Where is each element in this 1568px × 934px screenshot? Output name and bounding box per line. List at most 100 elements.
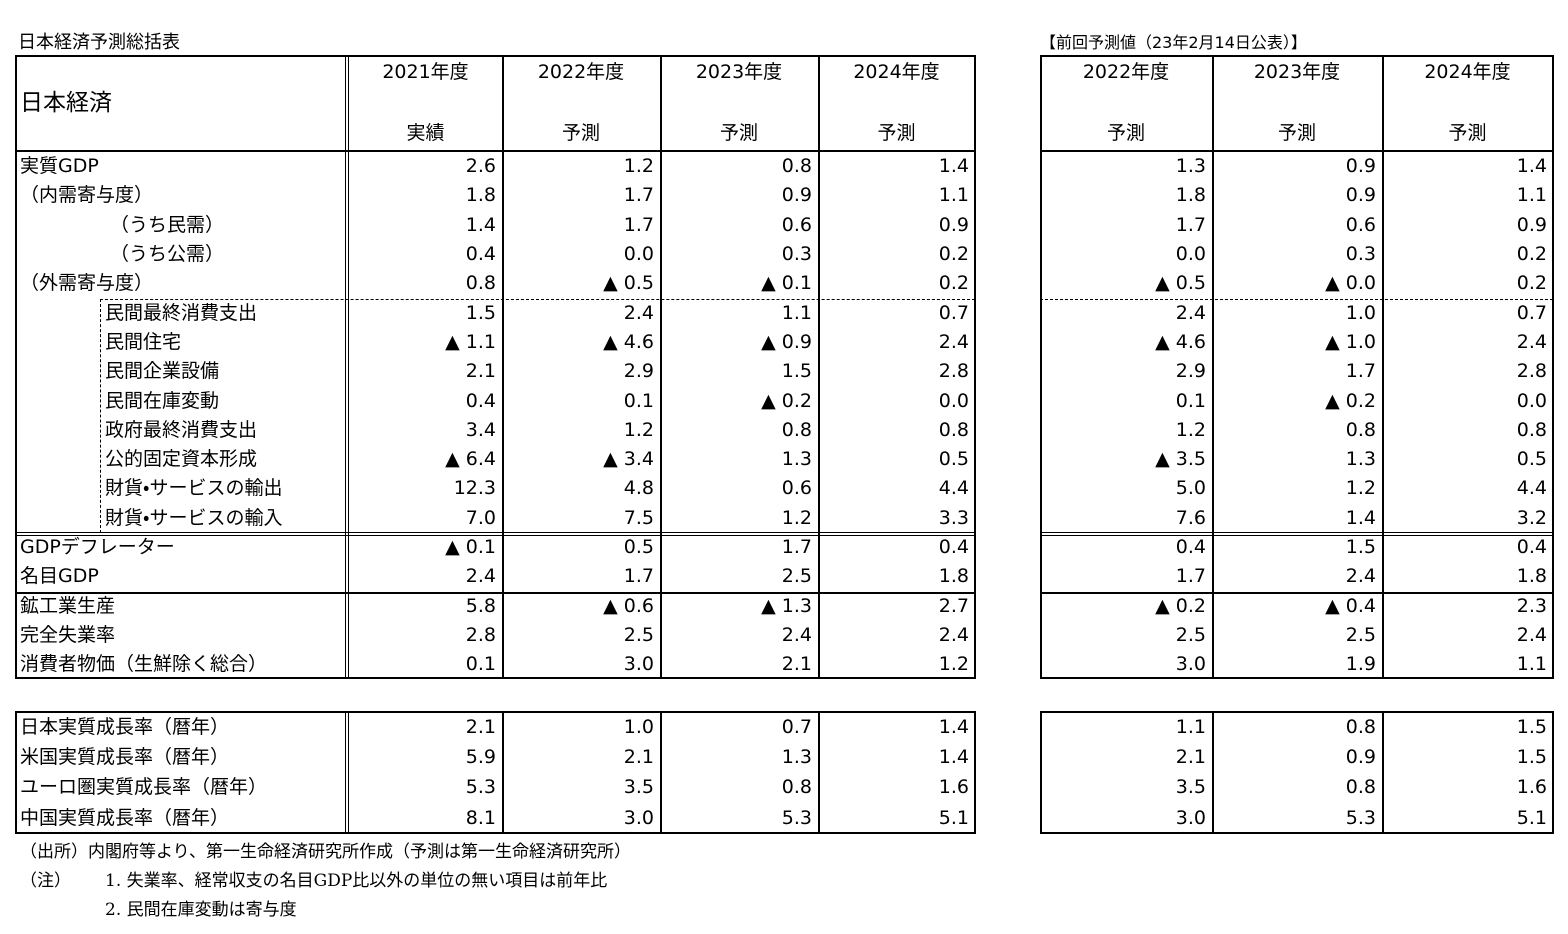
col-rule — [345, 55, 346, 678]
column-kind: 実績 — [406, 122, 445, 144]
cell-value: 5.9 — [465, 745, 496, 768]
cell-value: 0.0 — [1175, 243, 1206, 266]
row-label: 実質GDP — [20, 155, 99, 178]
row-label: 完全失業率 — [20, 623, 116, 646]
row-label: 中国実質成長率（暦年） — [20, 806, 230, 829]
column-year: 2023年度 — [1253, 61, 1341, 83]
main-table-frame — [15, 55, 976, 679]
column-kind: 予測 — [877, 122, 916, 144]
col-rule — [1382, 712, 1384, 833]
cell-value: 0.1 — [1175, 389, 1206, 412]
cell-value: ▲ 0.1 — [761, 272, 812, 295]
cell-value: 2.1 — [465, 360, 496, 383]
col-rule — [345, 712, 346, 833]
cell-value: ▲ 1.1 — [445, 330, 496, 353]
cell-value: 0.8 — [781, 418, 812, 441]
cell-value: 1.2 — [623, 418, 654, 441]
cell-value: 2.8 — [938, 360, 969, 383]
cell-value: ▲ 0.4 — [1325, 594, 1376, 617]
cell-value: 0.0 — [938, 389, 969, 412]
cell-value: 1.8 — [938, 565, 969, 588]
cell-value: 1.7 — [1175, 213, 1206, 236]
cell-value: 1.4 — [938, 715, 969, 738]
row-label: （外需寄与度） — [20, 272, 154, 295]
previous-title: 【前回予測値（23年2月14日公表）】 — [1040, 33, 1307, 52]
cell-value: 0.8 — [781, 776, 812, 799]
cell-value: 2.4 — [465, 565, 496, 588]
cell-value: 2.4 — [781, 623, 812, 646]
cell-value: 2.4 — [938, 330, 969, 353]
cell-value: ▲ 4.6 — [1155, 330, 1206, 353]
note-item: 2. 民間在庫変動は寄与度 — [105, 900, 297, 920]
cell-value: 2.1 — [781, 653, 812, 676]
col-rule — [1212, 55, 1214, 678]
cell-value: 0.9 — [938, 213, 969, 236]
column-year: 2022年度 — [537, 61, 625, 83]
cell-value: 1.2 — [1175, 418, 1206, 441]
cell-value: 4.8 — [623, 477, 654, 500]
cell-value: 7.0 — [465, 506, 496, 529]
cell-value: 0.0 — [1516, 389, 1547, 412]
cell-value: 0.9 — [1345, 155, 1376, 178]
cell-value: ▲ 0.0 — [1325, 272, 1376, 295]
row-label: 民間企業設備 — [105, 360, 220, 383]
cell-value: 2.4 — [623, 301, 654, 324]
row-rule — [1040, 532, 1553, 533]
cell-value: 0.9 — [1345, 745, 1376, 768]
cell-value: 0.4 — [938, 536, 969, 559]
cell-value: 12.3 — [453, 477, 496, 500]
cell-value: 0.9 — [1516, 213, 1547, 236]
cell-value: 2.9 — [1175, 360, 1206, 383]
cell-value: 5.1 — [1516, 806, 1547, 829]
cell-value: 3.0 — [1175, 653, 1206, 676]
cell-value: ▲ 0.6 — [603, 594, 654, 617]
cell-value: ▲ 1.0 — [1325, 330, 1376, 353]
cell-value: 0.2 — [1516, 243, 1547, 266]
prev-table-frame — [1040, 55, 1554, 679]
cell-value: 2.1 — [623, 745, 654, 768]
cell-value: 0.4 — [1175, 536, 1206, 559]
cell-value: 5.8 — [465, 594, 496, 617]
column-kind: 予測 — [1448, 122, 1487, 144]
row-label: GDPデフレーター — [20, 536, 175, 559]
col-rule — [502, 55, 504, 678]
cell-value: 2.6 — [465, 155, 496, 178]
cell-value: ▲ 6.4 — [445, 448, 496, 471]
cell-value: 1.3 — [1175, 155, 1206, 178]
cell-value: 0.7 — [938, 301, 969, 324]
section-rule — [100, 299, 975, 300]
cell-value: 1.2 — [623, 155, 654, 178]
note-label: （注） — [20, 871, 71, 891]
cell-value: 2.8 — [465, 623, 496, 646]
cell-value: 0.8 — [1516, 418, 1547, 441]
cell-value: 0.9 — [1345, 184, 1376, 207]
row-rule — [1040, 535, 1553, 536]
cell-value: 1.1 — [1175, 715, 1206, 738]
cell-value: 2.7 — [938, 594, 969, 617]
cell-value: 1.9 — [1345, 653, 1376, 676]
cell-value: 1.3 — [781, 745, 812, 768]
row-rule — [15, 532, 975, 533]
cell-value: 1.6 — [1516, 776, 1547, 799]
cell-value: 3.5 — [623, 776, 654, 799]
row-label: ユーロ圏実質成長率（暦年） — [20, 776, 268, 799]
col-rule — [1382, 55, 1384, 678]
cell-value: 1.1 — [781, 301, 812, 324]
cell-value: 1.7 — [623, 565, 654, 588]
row-rule — [15, 592, 975, 594]
col-rule — [502, 712, 504, 833]
source-note: （出所）内閣府等より、第一生命経済研究所作成（予測は第一生命経済研究所） — [20, 842, 631, 862]
cell-value: 0.8 — [938, 418, 969, 441]
cell-value: 2.4 — [938, 623, 969, 646]
col-rule — [818, 55, 820, 678]
cell-value: 0.9 — [781, 184, 812, 207]
cell-value: 1.4 — [1345, 506, 1376, 529]
cell-value: 5.3 — [465, 776, 496, 799]
row-label: 財貨・サービスの輸入 — [105, 506, 283, 529]
cell-value: 1.5 — [1345, 536, 1376, 559]
col-rule — [818, 712, 820, 833]
cell-value: 2.5 — [781, 565, 812, 588]
column-year: 2024年度 — [853, 61, 940, 83]
cell-value: 0.8 — [1345, 776, 1376, 799]
